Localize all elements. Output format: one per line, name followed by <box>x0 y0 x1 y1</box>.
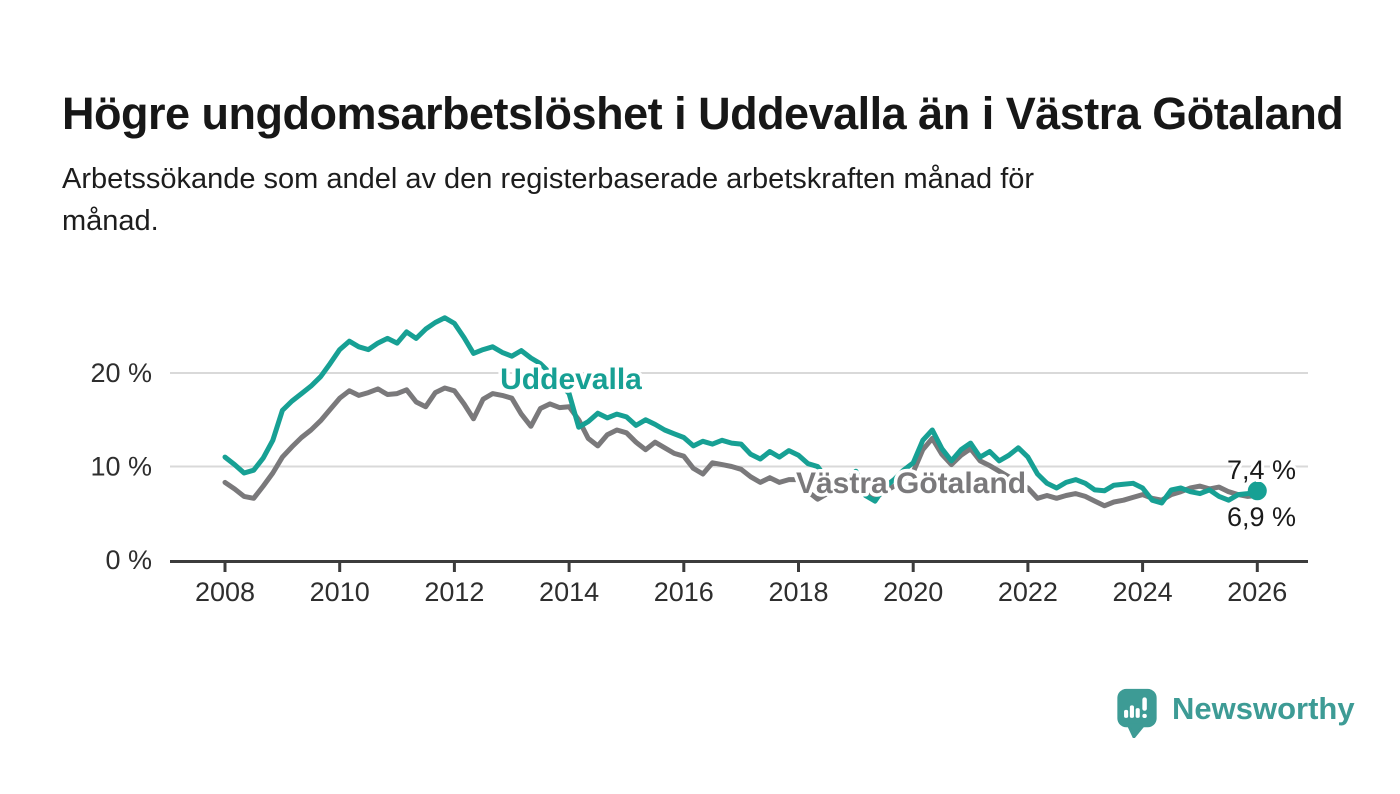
x-axis-label: 2012 <box>424 577 484 607</box>
x-axis-label: 2022 <box>998 577 1058 607</box>
end-value-label: 7,4 % <box>1227 455 1296 485</box>
y-axis-label: 0 % <box>105 545 152 575</box>
x-axis-label: 2008 <box>195 577 255 607</box>
x-axis-label: 2018 <box>768 577 828 607</box>
series-end-dot <box>1247 481 1267 501</box>
brand-name: Newsworthy <box>1172 690 1355 726</box>
x-axis-label: 2024 <box>1113 577 1173 607</box>
speech-bubble-bar-chart-icon <box>1117 688 1157 738</box>
end-value-label: 6,9 % <box>1227 502 1296 532</box>
y-axis-label: 20 % <box>90 358 152 388</box>
x-axis-label: 2020 <box>883 577 943 607</box>
series-line-v-stra-g-taland <box>222 385 1260 509</box>
series-label: Uddevalla <box>500 363 642 396</box>
page-title: Högre ungdomsarbetslöshet i Uddevalla än… <box>62 88 1344 140</box>
subtitle-line: månad. <box>62 205 159 237</box>
series-line-uddevalla <box>222 315 1260 506</box>
brand-footer: Newsworthy <box>1116 688 1355 738</box>
x-axis-label: 2014 <box>539 577 599 607</box>
x-axis-label: 2010 <box>310 577 370 607</box>
chart-subtitle: Arbetssökande som andel av den registerb… <box>62 158 1312 242</box>
series-label: Västra Götaland <box>796 467 1026 500</box>
x-axis-label: 2016 <box>654 577 714 607</box>
subtitle-line: Arbetssökande som andel av den registerb… <box>62 163 1035 195</box>
y-axis-label: 10 % <box>90 452 152 482</box>
x-axis-label: 2026 <box>1227 577 1287 607</box>
